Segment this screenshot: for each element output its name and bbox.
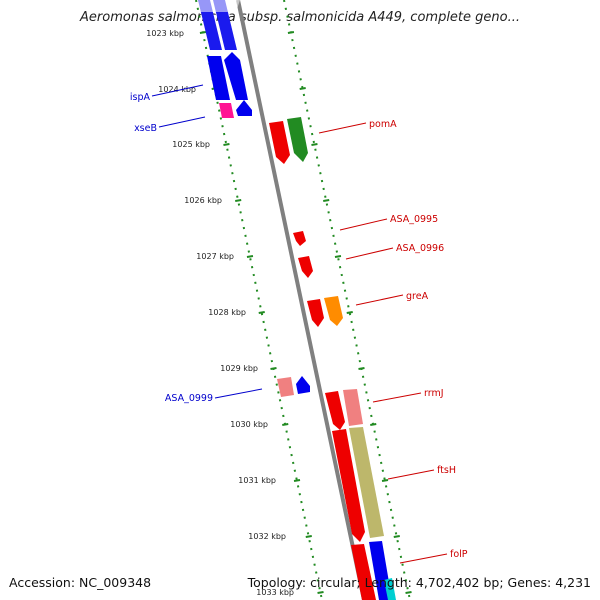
gene-greA bbox=[324, 296, 343, 326]
kbp-ticks bbox=[199, 31, 412, 594]
kbp-tick bbox=[393, 535, 400, 538]
kbp-labels: 1023 kbp 1024 kbp 1025 kbp 1026 kbp 1027… bbox=[146, 29, 294, 597]
label-folP-text: folP bbox=[450, 549, 468, 560]
kbp-label-1028: 1028 kbp bbox=[208, 308, 246, 317]
label-ASA_0996: ASA_0996 bbox=[345, 243, 444, 260]
kbp-tick bbox=[358, 367, 365, 370]
kbp-tick bbox=[323, 199, 330, 202]
gene-xseB bbox=[219, 103, 234, 118]
kbp-label-1032: 1032 kbp bbox=[248, 532, 286, 541]
gene-pomA-group bbox=[269, 117, 308, 164]
gene-arrow bbox=[198, 0, 240, 12]
kbp-label-1030: 1030 kbp bbox=[230, 420, 268, 429]
label-ASA_0995-text: ASA_0995 bbox=[390, 214, 438, 225]
label-greA: greA bbox=[355, 291, 429, 306]
gene-arrow bbox=[213, 0, 237, 50]
label-ASA_0995: ASA_0995 bbox=[339, 214, 438, 231]
map-title: Aeromonas salmonicida subsp. salmonicida… bbox=[80, 10, 520, 25]
gene-ASA_0995 bbox=[293, 231, 306, 246]
kbp-tick bbox=[317, 591, 324, 594]
gene-forward-arrow bbox=[351, 544, 376, 600]
gene-ASA_0999 bbox=[277, 377, 294, 397]
label-folP: folP bbox=[399, 549, 468, 564]
label-ASA_0999-text: ASA_0999 bbox=[165, 393, 213, 404]
kbp-tick bbox=[370, 423, 377, 426]
kbp-label-1027: 1027 kbp bbox=[196, 252, 234, 261]
gene-ASA_0996 bbox=[298, 256, 313, 278]
gene-rrmJ bbox=[343, 389, 363, 426]
kbp-tick bbox=[246, 255, 254, 258]
gene-forward-arrow bbox=[332, 429, 365, 542]
kbp-tick bbox=[299, 87, 306, 90]
kbp-tick bbox=[305, 535, 312, 538]
label-ispA: ispA bbox=[130, 84, 204, 103]
kbp-tick bbox=[287, 31, 295, 34]
gene-forward-arrow bbox=[325, 391, 345, 430]
kbp-tick bbox=[258, 311, 265, 314]
kbp-tick bbox=[405, 591, 412, 594]
gene-arrow bbox=[198, 0, 222, 50]
kbp-tick bbox=[282, 423, 289, 426]
kbp-tick bbox=[223, 143, 230, 146]
label-ftsH: ftsH bbox=[387, 465, 456, 480]
kbp-label-1029: 1029 kbp bbox=[220, 364, 258, 373]
kbp-label-1023: 1023 kbp bbox=[146, 29, 184, 38]
gene-ftsH bbox=[349, 427, 384, 538]
kbp-tick bbox=[199, 31, 207, 34]
kbp-label-1025: 1025 kbp bbox=[172, 140, 210, 149]
label-rrmJ-text: rrmJ bbox=[424, 388, 444, 399]
gene-forward-arrow bbox=[269, 121, 290, 164]
gene-block-top bbox=[198, 0, 252, 118]
gene-pomA bbox=[287, 117, 308, 162]
label-xseB: xseB bbox=[134, 116, 206, 134]
gene-reverse-arrow bbox=[224, 52, 248, 100]
gene-reverse-arrow bbox=[296, 376, 310, 394]
label-ftsH-text: ftsH bbox=[437, 465, 456, 476]
kbp-label-1026: 1026 kbp bbox=[184, 196, 222, 205]
kbp-label-1024: 1024 kbp bbox=[158, 85, 196, 94]
gene-ispA bbox=[207, 56, 230, 100]
gene-forward-arrow bbox=[307, 299, 324, 327]
kbp-tick bbox=[346, 311, 353, 314]
label-ASA_0996-text: ASA_0996 bbox=[396, 243, 444, 254]
kbp-tick bbox=[311, 143, 318, 146]
label-pomA: pomA bbox=[318, 119, 397, 134]
kbp-tick bbox=[334, 255, 342, 258]
genome-summary-text: Topology: circular; Length: 4,702,402 bp… bbox=[247, 575, 591, 590]
label-greA-text: greA bbox=[406, 291, 429, 302]
label-xseB-text: xseB bbox=[134, 123, 157, 134]
label-rrmJ: rrmJ bbox=[372, 388, 444, 403]
label-ispA-text: ispA bbox=[130, 92, 151, 103]
kbp-tick bbox=[235, 199, 242, 202]
genome-backbone bbox=[236, 0, 366, 600]
kbp-label-1033: 1033 kbp bbox=[256, 588, 294, 597]
gene-fragment bbox=[384, 578, 396, 600]
kbp-tick bbox=[293, 479, 301, 482]
kbp-tick bbox=[381, 479, 389, 482]
gene-reverse-arrow bbox=[236, 100, 252, 116]
label-pomA-text: pomA bbox=[369, 119, 397, 130]
label-ASA_0999: ASA_0999 bbox=[165, 388, 263, 404]
kbp-label-1031: 1031 kbp bbox=[238, 476, 276, 485]
accession-text: Accession: NC_009348 bbox=[9, 575, 152, 590]
kbp-tick bbox=[270, 367, 277, 370]
